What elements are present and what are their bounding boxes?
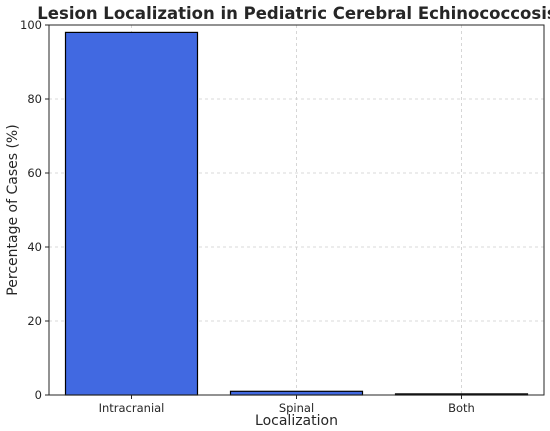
x-axis-label: Localization [255,413,338,429]
y-tick-label: 20 [27,314,42,328]
y-tick-label: 60 [27,166,42,180]
y-tick-label: 0 [35,388,42,402]
y-tick-label: 100 [20,18,42,32]
x-tick-label: Both [448,401,475,415]
bars [64,31,529,396]
bar-spinal [229,390,364,396]
bar-intracranial [64,31,199,396]
x-tick-label: Spinal [279,401,314,415]
x-tick-label: Intracranial [99,401,165,415]
y-axis-label: Percentage of Cases (%) [5,124,21,295]
y-tick-label: 80 [27,92,42,106]
y-tick-label: 40 [27,240,42,254]
chart-title: Lesion Localization in Pediatric Cerebra… [37,4,550,23]
x-axis-ticks: Intracranial Spinal Both [99,395,475,415]
y-axis-ticks: 0 20 40 60 80 100 [20,18,49,402]
